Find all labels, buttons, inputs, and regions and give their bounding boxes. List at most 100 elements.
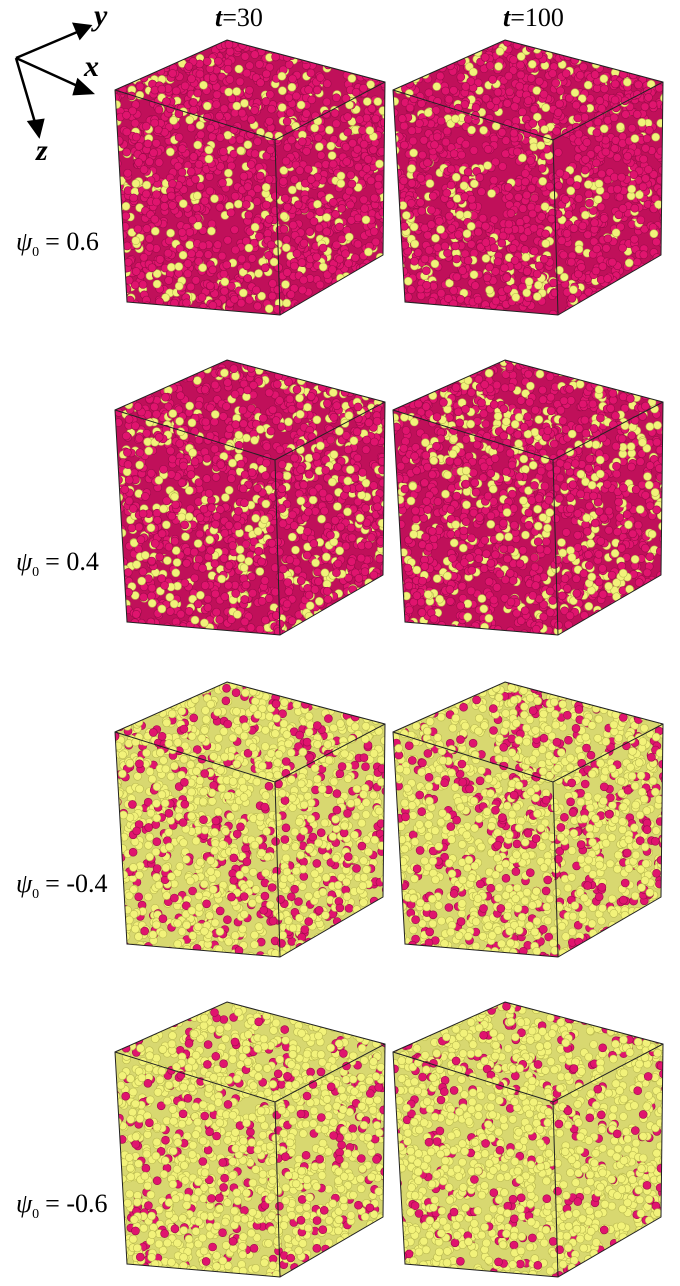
- particle: [592, 159, 600, 167]
- particle: [663, 125, 671, 133]
- particle: [391, 230, 399, 238]
- particle: [409, 137, 417, 145]
- particle: [325, 309, 333, 317]
- particle: [160, 202, 168, 210]
- particle: [190, 635, 198, 643]
- particle: [285, 61, 293, 69]
- particle: [371, 378, 379, 386]
- particle: [236, 529, 244, 537]
- particle: [323, 399, 331, 407]
- particle: [156, 553, 164, 561]
- particle: [325, 367, 333, 375]
- particle: [284, 313, 292, 321]
- particle: [384, 256, 392, 264]
- particle: [253, 198, 261, 206]
- particle: [537, 142, 545, 150]
- particle: [596, 97, 604, 105]
- particle: [115, 290, 123, 298]
- particle: [205, 155, 213, 163]
- particle: [539, 177, 547, 185]
- particle: [329, 389, 337, 397]
- particle: [556, 169, 564, 177]
- particle: [169, 201, 177, 209]
- particle: [366, 127, 374, 135]
- particle: [324, 377, 332, 385]
- particle: [407, 286, 415, 294]
- particle: [397, 58, 405, 66]
- particle: [429, 307, 437, 315]
- particle: [186, 402, 194, 410]
- particle: [303, 147, 311, 155]
- particle: [224, 236, 232, 244]
- particle: [353, 428, 361, 436]
- particle: [359, 357, 367, 365]
- particle: [152, 198, 160, 206]
- particle: [168, 512, 176, 520]
- particle: [192, 276, 200, 284]
- particle: [636, 314, 644, 322]
- particle: [657, 188, 665, 196]
- particle: [150, 37, 158, 45]
- particle: [306, 316, 314, 324]
- particle: [661, 46, 669, 54]
- particle: [383, 302, 391, 310]
- particle: [639, 183, 647, 191]
- particle: [653, 52, 661, 60]
- particle: [332, 302, 340, 310]
- particle: [334, 53, 342, 61]
- particle: [221, 287, 229, 295]
- particle: [624, 152, 632, 160]
- particle: [383, 384, 391, 392]
- particle: [498, 128, 506, 136]
- particle: [188, 250, 196, 258]
- particle: [581, 211, 589, 219]
- particle: [385, 283, 393, 291]
- particle: [121, 485, 129, 493]
- particle: [274, 361, 282, 369]
- particle: [262, 97, 270, 105]
- particle: [396, 285, 404, 293]
- particle: [378, 614, 386, 622]
- particle: [338, 204, 346, 212]
- particle: [369, 146, 377, 154]
- particle: [468, 126, 476, 134]
- particle: [613, 154, 621, 162]
- particle: [245, 86, 253, 94]
- particle: [314, 578, 322, 586]
- particle: [182, 533, 190, 541]
- particle: [172, 569, 180, 577]
- particle: [353, 361, 361, 369]
- particle: [196, 633, 204, 641]
- particle: [528, 60, 536, 68]
- particle: [233, 87, 241, 95]
- particle: [151, 215, 159, 223]
- particle: [352, 88, 360, 96]
- particle: [241, 99, 249, 107]
- particle: [572, 41, 580, 49]
- particle: [464, 257, 472, 265]
- particle: [377, 303, 385, 311]
- particle: [346, 466, 354, 474]
- particle: [357, 362, 365, 370]
- particle: [552, 79, 560, 87]
- particle: [139, 281, 147, 289]
- particle: [553, 127, 561, 135]
- particle: [330, 451, 338, 459]
- particle: [362, 504, 370, 512]
- particle: [379, 610, 387, 618]
- particle: [279, 520, 287, 528]
- particle: [238, 109, 246, 117]
- particle: [350, 595, 358, 603]
- particle: [231, 246, 239, 254]
- particle: [115, 217, 123, 225]
- particle: [538, 213, 546, 221]
- particle: [265, 251, 273, 259]
- particle: [459, 311, 467, 319]
- particle: [589, 308, 597, 316]
- particle: [357, 554, 365, 562]
- particle: [376, 287, 384, 295]
- particle: [152, 635, 160, 643]
- particle: [351, 293, 359, 301]
- particle: [346, 594, 354, 602]
- particle: [111, 537, 119, 545]
